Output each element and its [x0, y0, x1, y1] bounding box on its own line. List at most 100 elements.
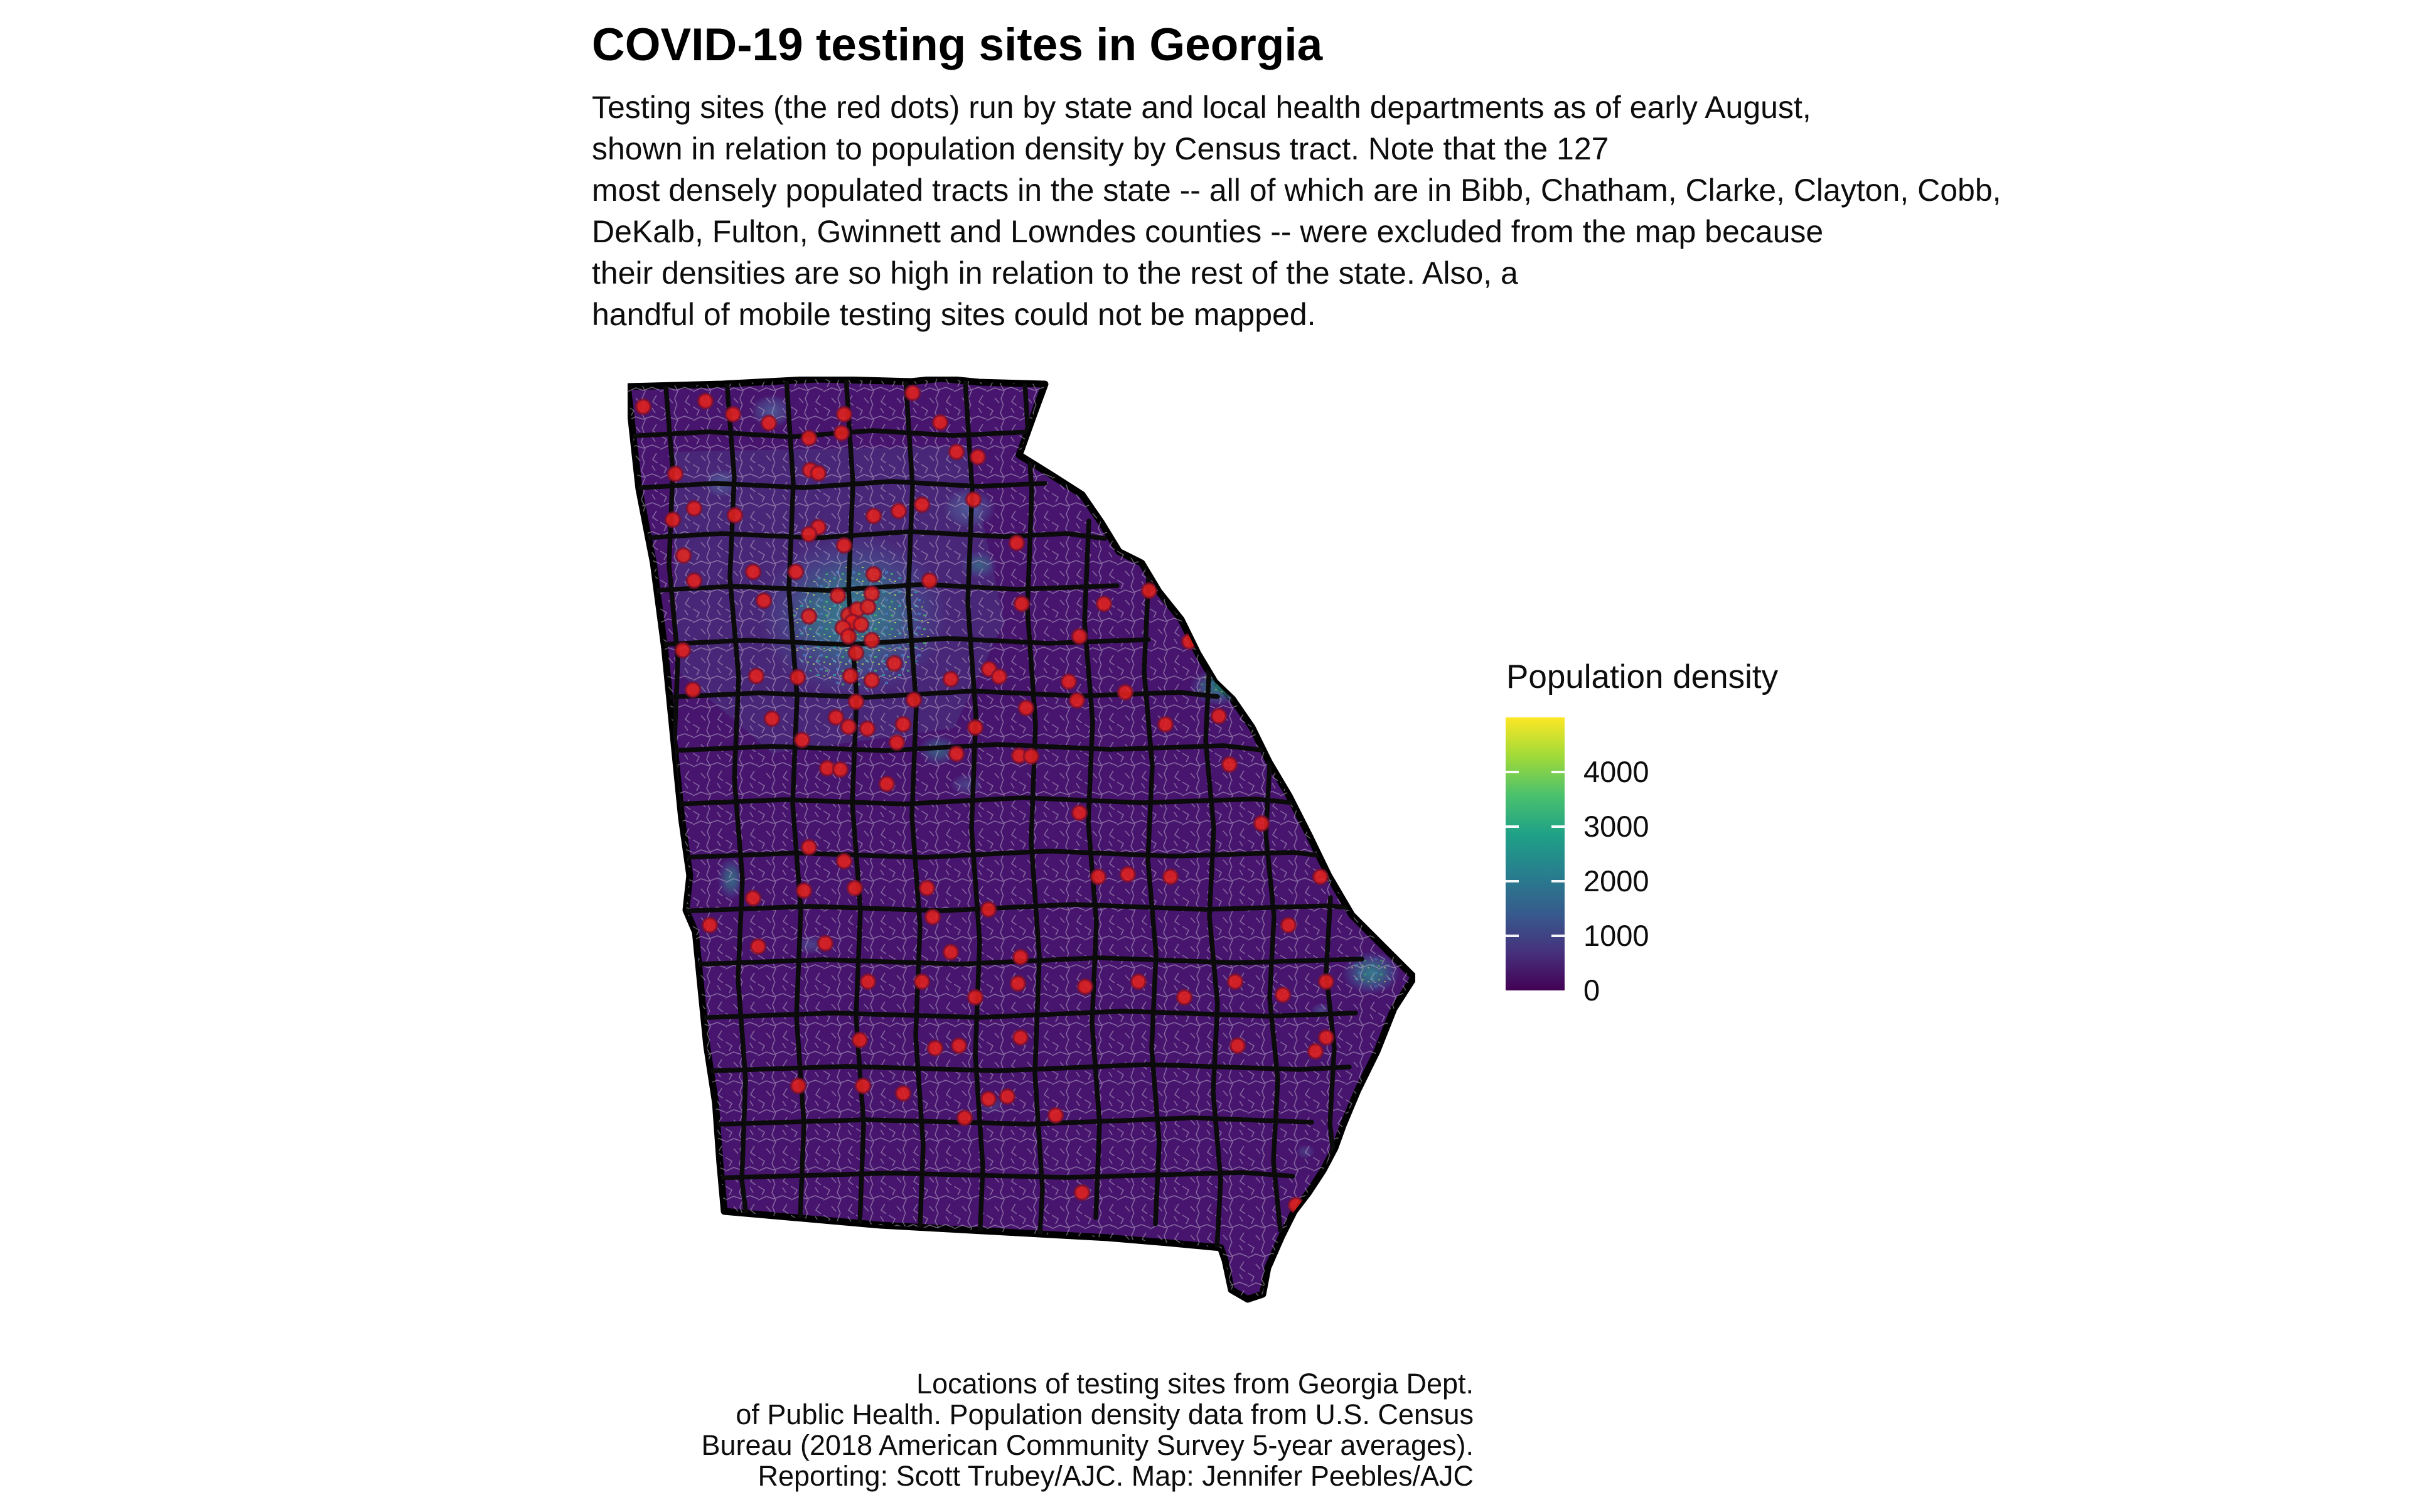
testing-site-dots: [635, 384, 1388, 1214]
testing-site-dot: [863, 672, 881, 689]
testing-site-dot: [905, 691, 923, 709]
legend-tick-mark: [1551, 771, 1565, 773]
legend-colorbar: [1506, 717, 1565, 990]
testing-site-dot: [755, 592, 773, 609]
testing-site-dot: [829, 587, 847, 604]
testing-site-dot: [664, 511, 682, 528]
subtitle-line: most densely populated tracts in the sta…: [592, 173, 2001, 208]
testing-site-dot: [1176, 989, 1193, 1006]
testing-site-dot: [948, 443, 965, 461]
testing-site-dot: [744, 563, 762, 581]
testing-site-dot: [749, 938, 767, 955]
legend-tick-label: 3000: [1583, 810, 1649, 843]
testing-site-dot: [888, 734, 906, 751]
testing-site-dot: [840, 628, 857, 645]
caption-line: Reporting: Scott Trubey/AJC. Map: Jennif…: [758, 1460, 1474, 1492]
plot-caption: Locations of testing sites from Georgia …: [628, 1368, 1474, 1491]
caption-line: Bureau (2018 American Community Survey 5…: [701, 1429, 1474, 1461]
testing-site-dot: [833, 424, 850, 442]
testing-site-dot: [886, 655, 903, 672]
testing-site-dot: [787, 563, 805, 581]
legend-tick-mark: [1551, 880, 1565, 882]
testing-site-dot: [1076, 978, 1094, 995]
testing-site-dot: [904, 384, 921, 402]
testing-site-dot: [747, 667, 765, 685]
testing-site-dot: [890, 502, 908, 520]
testing-site-dot: [800, 608, 818, 625]
testing-site-dot: [863, 631, 881, 649]
testing-site-dot: [1210, 641, 1228, 658]
testing-site-dot: [685, 572, 703, 589]
testing-site-dot: [800, 839, 818, 856]
testing-site-dot: [950, 1037, 968, 1054]
testing-site-dot: [1253, 815, 1270, 832]
testing-site-dot: [1157, 716, 1174, 733]
legend-tick-label: 2000: [1583, 864, 1649, 898]
testing-site-dot: [980, 1090, 997, 1108]
testing-site-dot: [1073, 1184, 1091, 1201]
testing-site-dot: [817, 935, 834, 952]
testing-site-dot: [810, 464, 827, 482]
testing-site-dot: [800, 429, 818, 447]
testing-site-dot: [967, 719, 984, 736]
testing-site-dot: [921, 572, 938, 589]
testing-site-dot: [667, 465, 684, 483]
testing-site-dot: [760, 414, 778, 432]
testing-site-dot: [800, 525, 818, 543]
testing-site-dot: [918, 879, 936, 897]
legend-tick-mark: [1551, 935, 1565, 937]
testing-site-dot: [1328, 817, 1346, 835]
testing-site-dot: [835, 405, 853, 423]
testing-site-dot: [763, 710, 781, 727]
county-lines: [628, 378, 1371, 1258]
testing-site-dot: [1008, 534, 1026, 552]
testing-site-dot: [1009, 975, 1027, 992]
testing-site-dot: [1071, 804, 1088, 822]
testing-site-dot: [1119, 866, 1137, 883]
legend-tick-label: 4000: [1583, 755, 1649, 788]
testing-site-dot: [847, 693, 865, 710]
testing-site-dot: [942, 670, 960, 688]
testing-site-dot: [846, 879, 864, 897]
testing-site-dot: [635, 398, 652, 416]
testing-site-dot: [865, 566, 882, 583]
testing-site-dot: [1371, 884, 1388, 902]
testing-site-dot: [832, 761, 849, 778]
testing-site-dot: [859, 598, 877, 616]
testing-site-dot: [1162, 868, 1179, 886]
testing-site-dot: [894, 1085, 912, 1102]
testing-site-dot: [851, 1031, 869, 1049]
legend-tick-label: 1000: [1583, 919, 1649, 952]
caption-line: Locations of testing sites from Georgia …: [916, 1368, 1474, 1400]
testing-site-dot: [1060, 673, 1078, 690]
testing-site-dot: [795, 882, 813, 899]
testing-site-dot: [685, 500, 703, 517]
testing-site-dot: [990, 668, 1008, 685]
testing-site-dot: [1280, 916, 1297, 934]
testing-site-dot: [726, 507, 744, 524]
plot-title: COVID-19 testing sites in Georgia: [592, 19, 1323, 70]
testing-site-dot: [1280, 764, 1297, 781]
legend-tick-mark: [1506, 825, 1519, 828]
testing-site-dot: [684, 681, 702, 699]
testing-site-dot: [894, 716, 912, 733]
legend-tick-mark: [1506, 771, 1519, 773]
legend-population-density: Population density 4000 3000 2000 1000 0: [1506, 658, 1819, 1012]
testing-site-dot: [924, 908, 941, 926]
testing-site-dot: [1047, 1107, 1064, 1124]
subtitle-line: DeKalb, Fulton, Gwinnett and Lowndes cou…: [592, 214, 1824, 249]
testing-site-dot: [913, 496, 931, 513]
testing-site-dot: [1095, 595, 1113, 613]
testing-site-dot: [1229, 1037, 1246, 1054]
legend-tick-mark: [1551, 825, 1565, 828]
subtitle-line: Testing sites (the red dots) run by stat…: [592, 90, 1811, 125]
plot-subtitle: Testing sites (the red dots) run by stat…: [592, 87, 2001, 335]
testing-site-dot: [1312, 868, 1329, 886]
testing-site-dot: [675, 547, 692, 564]
legend-tick-mark: [1506, 935, 1519, 937]
testing-site-dot: [1226, 973, 1244, 990]
caption-line: of Public Health. Population density dat…: [736, 1398, 1474, 1430]
legend-tick-mark: [1506, 880, 1519, 882]
testing-site-dot: [926, 1039, 944, 1057]
